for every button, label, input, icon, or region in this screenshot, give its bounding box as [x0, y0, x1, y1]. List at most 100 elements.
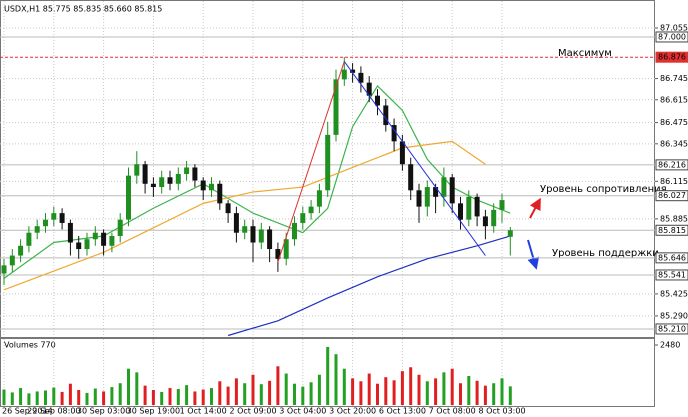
price-pane [0, 0, 655, 338]
candle-body [416, 190, 422, 207]
level-label: 85.210 [658, 324, 686, 333]
candle-body [142, 164, 148, 184]
moving-average [227, 235, 511, 337]
volume-label: Volumes 770 [4, 341, 56, 350]
candle-body [341, 69, 347, 80]
candle-body [333, 79, 339, 135]
candle-body [26, 232, 32, 246]
volume-bar [326, 346, 330, 405]
level-label: 87.000 [658, 32, 686, 41]
volume-bar [218, 381, 222, 405]
candle-body [325, 134, 331, 191]
volume-bar [384, 377, 388, 405]
x-tick-label: 2 Oct 09:00 [229, 407, 276, 416]
volume-bar [459, 383, 462, 405]
y-tick-label: 86.615 [660, 95, 688, 104]
candle-body [59, 213, 65, 223]
candle-body [375, 95, 380, 106]
volume-bar [102, 391, 106, 405]
candle-body [43, 219, 48, 227]
x-tick-label: 8 Oct 03:00 [478, 407, 525, 416]
y-tick-label: 86.745 [660, 74, 688, 83]
volume-bar [168, 388, 172, 405]
candle-body [109, 235, 115, 246]
volume-bar [259, 384, 263, 405]
volume-bar [475, 380, 479, 405]
arrow-down [527, 239, 540, 270]
candle-body [51, 213, 57, 220]
candle-body [308, 206, 314, 214]
volume-bar [118, 383, 122, 405]
y-tick-label: 87.055 [660, 24, 688, 33]
candle-body [267, 229, 273, 250]
volume-bar [143, 385, 147, 405]
trendline [343, 61, 486, 256]
level-label-box [655, 269, 688, 281]
level-label-box [655, 323, 688, 335]
candle-body [300, 213, 306, 223]
level-label-box [655, 190, 688, 202]
x-tick-label: 7 Oct 08:00 [429, 407, 476, 416]
candle-body [192, 167, 198, 181]
volume-bar [392, 380, 396, 405]
chart-title: USDX,H1 85.775 85.835 85.660 85.815 [4, 5, 162, 14]
candle-body [408, 164, 414, 191]
volume-bar [110, 387, 114, 405]
candle-body [217, 183, 223, 204]
candle-body [283, 239, 289, 259]
volume-bar [160, 391, 164, 405]
volume-bar [293, 383, 296, 405]
volume-bar [268, 380, 272, 405]
y-tick-label: 85.885 [660, 214, 688, 223]
candle-body [134, 164, 140, 176]
candle-body [358, 72, 364, 83]
volume-bar [301, 386, 305, 405]
candle-body [350, 69, 356, 73]
volume-bar [243, 383, 247, 405]
annotation: Максимум [558, 48, 612, 59]
volume-bar [342, 368, 346, 405]
volume-bar [317, 374, 321, 405]
candle-body [258, 229, 264, 243]
volume-pane [0, 338, 655, 407]
volume-bar [176, 389, 180, 405]
volume-bar [201, 389, 205, 405]
y-tick-label: 86.115 [660, 177, 688, 186]
volume-bar [334, 354, 338, 405]
y-tick-label: 85.425 [660, 289, 688, 298]
candle-body [175, 173, 181, 184]
level-label-box [655, 51, 688, 63]
volume-bar [226, 386, 230, 405]
volume-bar [27, 393, 31, 405]
candle-body [466, 196, 472, 220]
volume-bar [10, 392, 14, 405]
volume-bar [492, 383, 496, 405]
volume-bar [52, 387, 56, 405]
volume-bar [450, 368, 454, 405]
candle-body [482, 216, 488, 227]
candle-body [67, 222, 73, 243]
level-label-box [655, 31, 688, 43]
x-tick-label: 3 Oct 20:00 [329, 407, 376, 416]
candle-body [225, 203, 231, 214]
candle-body [126, 175, 131, 220]
volume-bar [483, 385, 487, 405]
moving-average [3, 140, 486, 291]
volume-bar [417, 374, 421, 405]
candle-body [76, 242, 82, 250]
candle-body [92, 232, 98, 240]
x-tick-label: 3 Oct 04:00 [279, 407, 326, 416]
volume-bar [19, 388, 23, 405]
volume-bar [284, 373, 288, 405]
annotation: Уровень поддержки [552, 248, 659, 259]
volume-bar [400, 371, 404, 405]
candle-body [209, 183, 214, 191]
candle-body [424, 187, 430, 207]
volume-bar [367, 373, 371, 405]
candle-body [84, 239, 90, 250]
volume-bar [127, 368, 130, 405]
volume-bar [44, 390, 47, 405]
volume-bar [93, 388, 97, 405]
